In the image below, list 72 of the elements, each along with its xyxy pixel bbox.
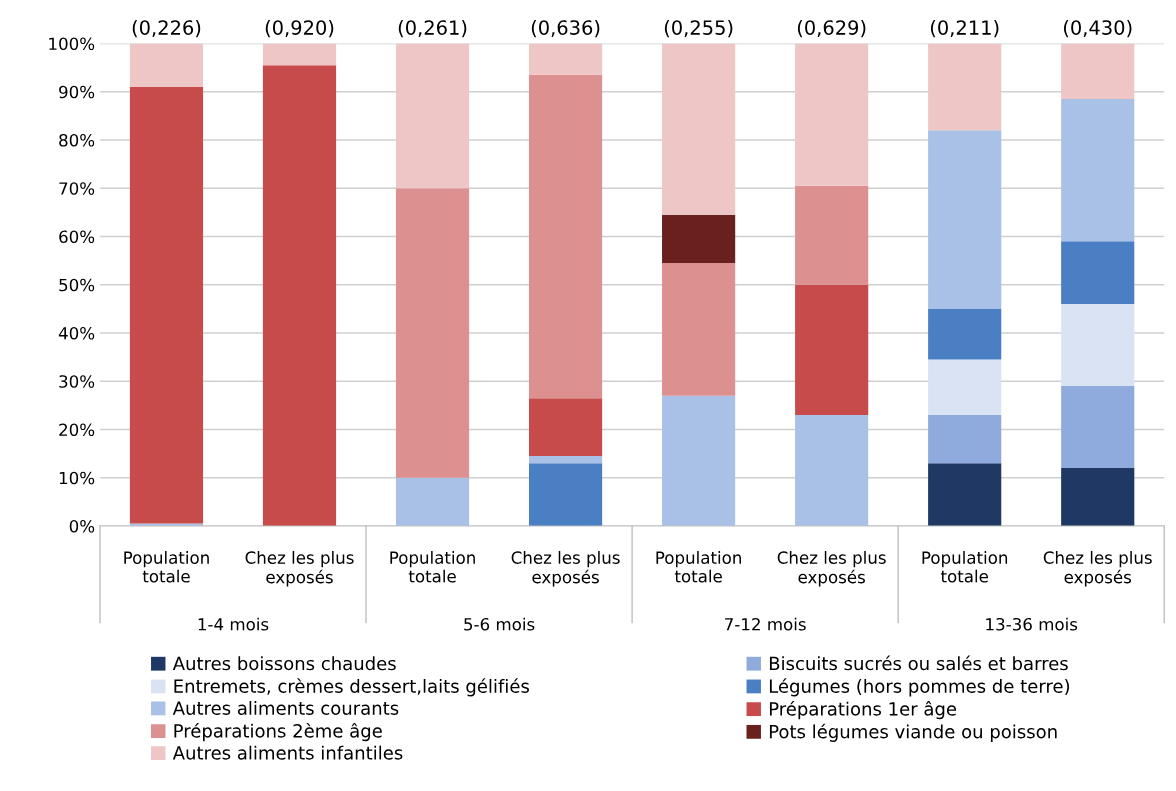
legend-label: Préparations 1er âge	[769, 700, 957, 720]
bar	[928, 415, 1002, 464]
y-tick-label: 60%	[59, 230, 95, 244]
y-tick-label: 70%	[59, 182, 95, 195]
legend-label: Autres boissons chaudes	[172, 656, 396, 671]
bar	[1061, 468, 1135, 527]
y-tick-label: 100%	[49, 37, 95, 51]
bar	[395, 188, 470, 478]
bar	[1061, 43, 1135, 99]
legend-label: Autres aliments courants	[172, 700, 399, 715]
bar	[1061, 304, 1135, 387]
text: (0,255)	[664, 19, 733, 38]
y-tick-label: 50%	[59, 278, 95, 292]
bar	[1061, 98, 1135, 242]
bar	[395, 43, 470, 189]
bar	[928, 130, 1002, 309]
bar	[928, 43, 1002, 131]
bar	[795, 284, 869, 416]
x-tick-label: Chez les plus exposés	[511, 551, 620, 587]
legend-label: Légumes (hors pommes de terre)	[769, 678, 1070, 697]
text: (0,226)	[132, 19, 201, 38]
legend-label: Entremets, crèmes dessert,laits gélifiés	[174, 678, 529, 697]
legend-label: Préparations 2ème âge	[174, 722, 382, 742]
bar	[529, 74, 603, 399]
y-tick-label: 30%	[59, 375, 95, 388]
bar	[129, 86, 204, 524]
bar	[928, 308, 1002, 360]
y-tick-label: 80%	[59, 133, 95, 147]
bar	[662, 214, 736, 264]
x-tick-label: Population totale	[390, 551, 475, 583]
bar	[262, 43, 337, 66]
text: 1-4 mois	[198, 617, 269, 631]
x-tick-label: Population totale	[922, 551, 1008, 583]
y-tick-label: 10%	[59, 471, 95, 485]
bar	[129, 43, 204, 87]
bar	[662, 395, 736, 527]
text: 7-12 mois	[725, 617, 806, 631]
text: (0,920)	[265, 19, 334, 38]
bar	[529, 456, 603, 464]
bar	[529, 398, 603, 457]
legend-label: Pots légumes viande ou poisson	[769, 723, 1057, 742]
bar	[928, 359, 1002, 416]
bar	[529, 463, 603, 527]
bar	[1061, 386, 1135, 469]
y-tick-label: 0%	[69, 519, 95, 533]
bar	[1061, 241, 1135, 305]
bar	[662, 263, 736, 396]
bar	[395, 477, 470, 527]
legend-label: Biscuits sucrés ou salés et barres	[769, 655, 1068, 671]
y-tick-label: 40%	[58, 326, 95, 340]
bar	[795, 185, 869, 285]
legend-label: Autres aliments infantiles	[172, 745, 403, 760]
text: (0,211)	[930, 19, 999, 38]
text: (0,430)	[1063, 19, 1132, 38]
text: 5-6 mois	[464, 617, 535, 631]
y-tick-label: 20%	[59, 423, 95, 437]
x-tick-label: Chez les plus exposés	[245, 551, 354, 587]
text: (0,636)	[531, 19, 600, 38]
bar	[262, 65, 337, 527]
y-tick-label: 90%	[59, 85, 95, 99]
bar	[795, 43, 869, 186]
text: (0,261)	[398, 19, 467, 38]
text: 13-36 mois	[986, 617, 1078, 631]
text: (0,629)	[797, 19, 866, 38]
x-tick-label: Chez les plus exposés	[1043, 551, 1152, 587]
bar	[928, 463, 1002, 527]
x-tick-label: Population totale	[656, 551, 741, 583]
bar	[662, 43, 736, 215]
bar	[529, 43, 603, 75]
bar	[795, 415, 869, 527]
x-tick-label: Chez les plus exposés	[777, 551, 886, 587]
x-tick-label: Population totale	[124, 551, 209, 583]
